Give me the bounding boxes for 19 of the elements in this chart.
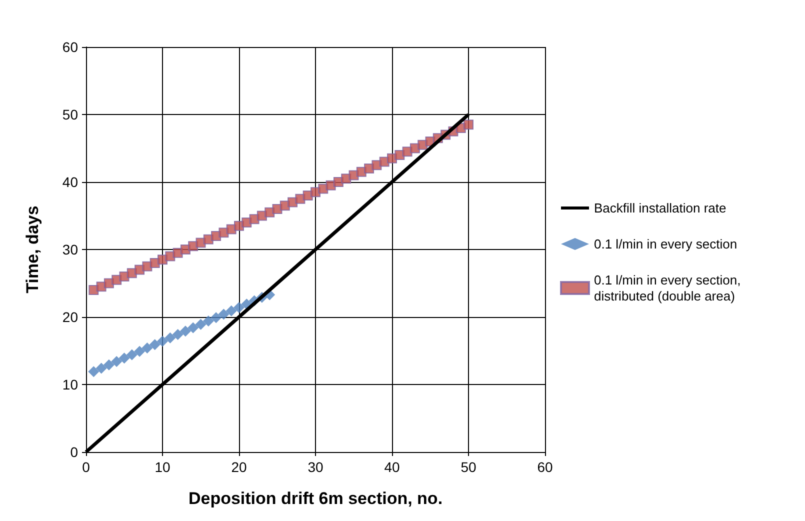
y-tick-label: 10 [62, 376, 78, 392]
x-tick-label: 0 [82, 459, 90, 475]
y-tick-label: 50 [62, 106, 78, 122]
y-tick-label: 20 [62, 309, 78, 325]
x-tick-label: 60 [537, 459, 553, 475]
y-tick-label: 60 [62, 39, 78, 55]
y-tick-label: 40 [62, 174, 78, 190]
legend-label: 0.1 l/min in every section [594, 236, 738, 252]
y-tick-label: 30 [62, 242, 78, 258]
legend-label: 0.1 l/min in every section, distributed (double area) [594, 272, 741, 304]
y-axis-title: Time, days [23, 206, 42, 294]
x-tick-label: 40 [384, 459, 400, 475]
x-tick-label: 10 [154, 459, 170, 475]
y-tick-label: 0 [70, 444, 78, 460]
x-tick-label: 20 [231, 459, 247, 475]
legend-label: Backfill installation rate [594, 200, 726, 216]
x-tick-label: 30 [308, 459, 324, 475]
x-tick-label: 50 [460, 459, 476, 475]
x-axis-title: Deposition drift 6m section, no. [188, 489, 443, 508]
